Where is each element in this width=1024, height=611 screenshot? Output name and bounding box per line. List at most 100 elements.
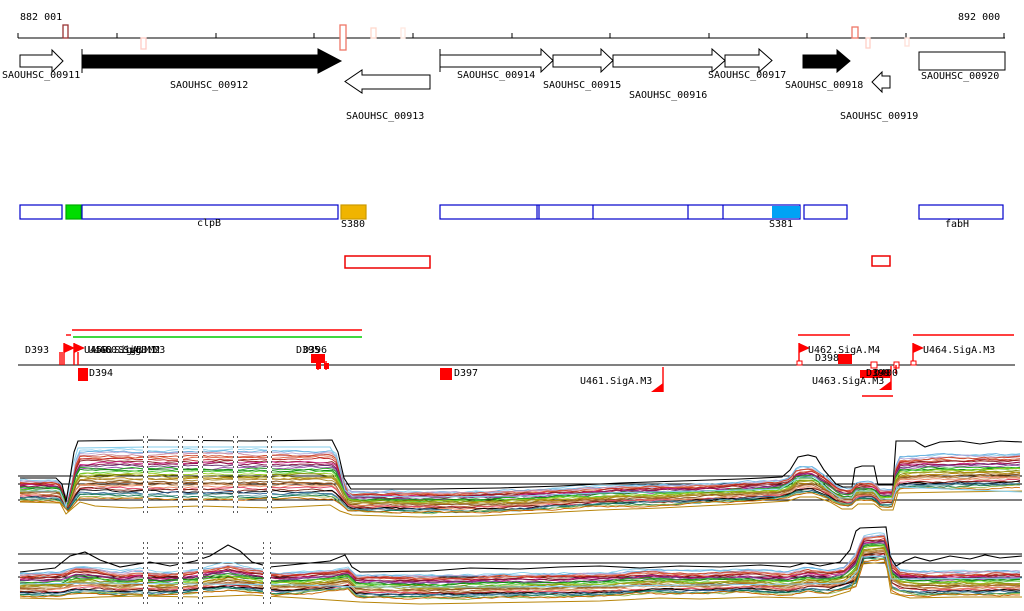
gene-arrow-saouhsc_00918[interactable]: [802, 48, 851, 74]
gene-label-saouhsc-00912: SAOUHSC_00912: [170, 80, 249, 91]
ruler-variant-mark: [140, 37, 147, 50]
transcript-box[interactable]: [81, 204, 339, 220]
gene-label-saouhsc-00918: SAOUHSC_00918: [785, 80, 864, 91]
signal-box-filled[interactable]: [860, 370, 890, 378]
gene-label-saouhsc-00914: SAOUHSC_00914: [457, 70, 536, 81]
ruler-variant-mark: [851, 26, 859, 39]
expression-profile-line: [19, 486, 1021, 514]
ruler-variant-mark: [370, 27, 377, 39]
ruler-start-coordinate: 882 001: [20, 12, 63, 23]
transcript-box[interactable]: [19, 204, 63, 220]
gene-label-saouhsc-00913: SAOUHSC_00913: [346, 111, 425, 122]
transcript-box[interactable]: [439, 204, 801, 220]
signal-label-u460a: U460.SigB.M2: [88, 345, 161, 356]
gene-label-saouhsc-00917: SAOUHSC_00917: [708, 70, 787, 81]
transcript-box[interactable]: [803, 204, 848, 220]
expression-profile-line: [19, 552, 1021, 595]
expression-profile-line: [19, 535, 1021, 580]
probe-gap-stripe: [198, 436, 203, 516]
signal-label-u461: U461.SigA.M3: [580, 376, 653, 387]
expression-profile-min-line: [19, 561, 1022, 605]
transcript-label-fabh: fabH: [945, 219, 970, 230]
signal-box-filled[interactable]: [838, 354, 852, 364]
ruler-variant-mark: [339, 24, 347, 51]
signal-label-d397: D397: [454, 368, 479, 379]
expression-profile-line: [19, 540, 1021, 585]
probe-gap-stripe: [178, 542, 183, 604]
expression-profile-line: [19, 557, 1020, 601]
signal-label-d394: D394: [89, 368, 114, 379]
ruler-variant-mark: [904, 37, 910, 47]
expression-profile-line: [19, 455, 1021, 505]
transcript-label-clpb: clpB: [197, 218, 222, 229]
gene-label-saouhsc-00911: SAOUHSC_00911: [2, 70, 81, 81]
ruler-variant-mark: [400, 27, 406, 39]
signal-box-filled[interactable]: [311, 354, 325, 363]
expression-profile-line: [19, 450, 1021, 503]
signal-box-open[interactable]: [796, 360, 803, 366]
transcript-segment-s381[interactable]: [772, 206, 800, 218]
transcript-label-s381: S381: [769, 219, 794, 230]
gene-label-saouhsc-00920: SAOUHSC_00920: [921, 71, 1000, 82]
probe-gap-stripe: [143, 542, 148, 604]
expression-profile-line: [19, 558, 1021, 600]
probe-gap-stripe: [178, 436, 183, 516]
signal-label-d399: D399: [866, 368, 891, 379]
signal-label-d393: D393: [25, 345, 50, 356]
prediction-box[interactable]: [344, 255, 431, 269]
ruler-variant-mark: [62, 24, 69, 39]
expression-profile-lightblue-line: [19, 555, 1023, 588]
ruler-variant-mark: [865, 37, 871, 49]
promoter-flag-down[interactable]: [879, 381, 891, 390]
ruler-end-coordinate: 892 000: [958, 12, 1001, 23]
gene-arrow-saouhsc_00913[interactable]: [344, 69, 431, 94]
prediction-box[interactable]: [871, 255, 891, 267]
transcript-label-s380: S380: [341, 219, 366, 230]
signal-label-u463: U463.SigA.M3: [812, 376, 885, 387]
probe-gap-stripe: [143, 436, 148, 516]
signal-box-open[interactable]: [870, 361, 878, 369]
gene-arrow-saouhsc_00917[interactable]: [724, 47, 773, 74]
signal-label-u459: U459.SigA.M1: [84, 345, 157, 356]
signal-box-open[interactable]: [910, 360, 917, 366]
gene-arrow-saouhsc_00919[interactable]: [871, 70, 891, 94]
signal-box-filled[interactable]: [78, 368, 88, 381]
expression-profile-line: [19, 532, 1021, 577]
promoter-flag-up[interactable]: [64, 343, 75, 353]
signal-box-filled[interactable]: [440, 368, 452, 380]
gene-arrow-saouhsc_00914[interactable]: [439, 47, 554, 74]
transcript-box[interactable]: [340, 204, 367, 220]
signal-label-u460b: U460.SigB.M3: [93, 345, 166, 356]
signal-label-d395: D395: [296, 345, 321, 356]
promoter-flag-up[interactable]: [74, 343, 85, 353]
signal-label-u464: U464.SigA.M3: [923, 345, 996, 356]
signal-label-d396: D396: [303, 345, 328, 356]
expression-profile-max-line: [20, 439, 1023, 503]
expression-profile-min-line: [19, 490, 1023, 518]
promoter-flag-up[interactable]: [799, 343, 810, 353]
signal-label-d398: D398: [815, 353, 840, 364]
gene-arrow-saouhsc_00915[interactable]: [552, 47, 614, 74]
probe-gap-stripe: [198, 542, 203, 604]
signal-label-u462: U462.SigA.M4: [808, 345, 881, 356]
expression-profile-line: [19, 544, 1021, 587]
signal-label-d400: D400: [874, 368, 899, 379]
gene-label-saouhsc-00916: SAOUHSC_00916: [629, 90, 708, 101]
probe-gap-stripe: [263, 542, 271, 604]
probe-gap-stripe: [267, 436, 272, 516]
gene-arrow-saouhsc_00912[interactable]: [81, 48, 343, 74]
gene-arrow-saouhsc_00911[interactable]: [19, 48, 64, 74]
transcript-box[interactable]: [65, 204, 82, 220]
gene-label-saouhsc-00919: SAOUHSC_00919: [840, 111, 919, 122]
gene-arrow-saouhsc_00916[interactable]: [612, 47, 726, 74]
expression-profile-line: [19, 536, 1021, 581]
promoter-flag-down[interactable]: [651, 383, 663, 392]
probe-gap-stripe: [233, 436, 238, 516]
expression-profile-lightblue-line: [20, 446, 1023, 510]
transcript-box[interactable]: [918, 204, 1004, 220]
gene-label-saouhsc-00915: SAOUHSC_00915: [543, 80, 622, 91]
promoter-flag-up[interactable]: [913, 343, 924, 353]
gene-arrow-saouhsc_00920[interactable]: [918, 51, 1006, 71]
